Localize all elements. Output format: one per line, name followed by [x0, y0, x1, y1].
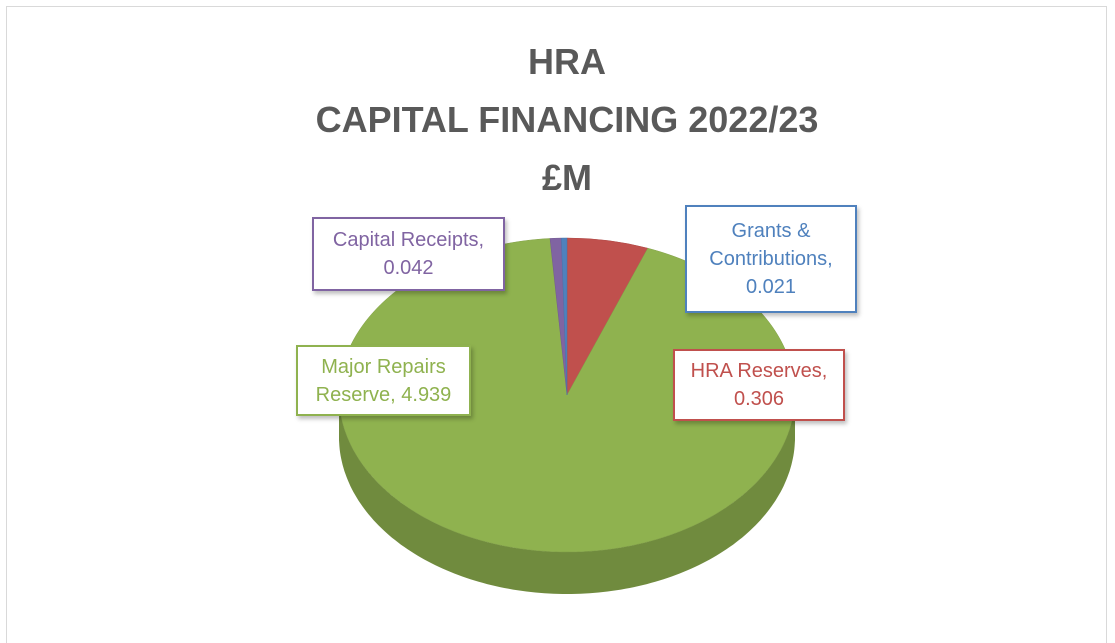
pie-slice-side — [339, 395, 795, 594]
chart-title: £M — [542, 157, 592, 198]
chart-frame — [6, 6, 1107, 643]
chart-title: HRA — [528, 41, 606, 82]
pie-slice — [561, 237, 568, 396]
chart-title: CAPITAL FINANCING 2022/23 — [316, 99, 819, 140]
data-label: Grants & Contributions, 0.021 — [685, 205, 857, 313]
data-label: Capital Receipts, 0.042 — [312, 217, 505, 291]
pie-slice — [338, 238, 796, 553]
data-label: HRA Reserves, 0.306 — [673, 349, 845, 421]
data-label: Major Repairs Reserve, 4.939 — [296, 345, 471, 416]
